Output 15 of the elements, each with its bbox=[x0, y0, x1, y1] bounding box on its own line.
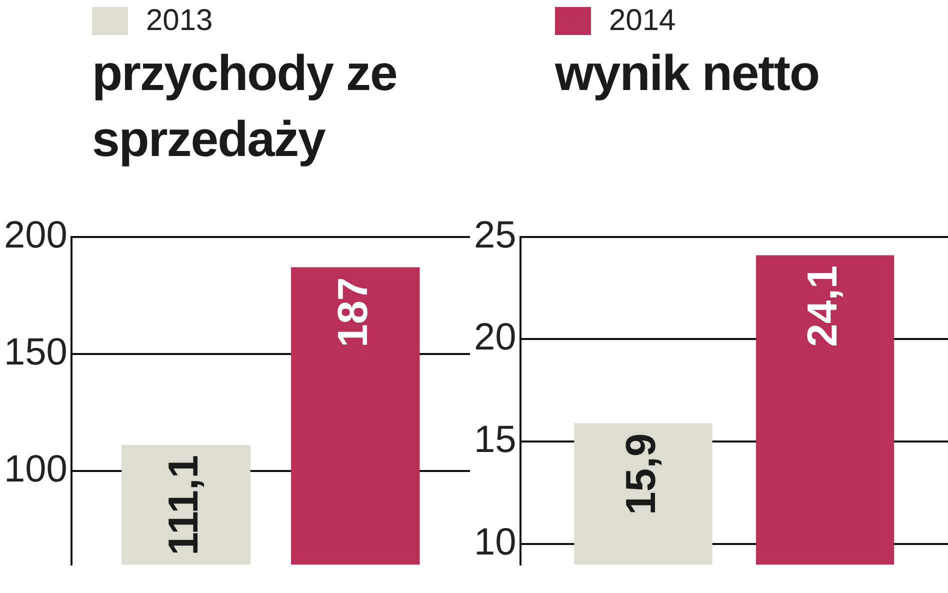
y-tick-label: 150 bbox=[4, 331, 68, 374]
y-tick-label: 10 bbox=[474, 522, 516, 564]
chart-title: przychody ze sprzedaży bbox=[91, 44, 398, 169]
data-label: 187 bbox=[328, 277, 376, 348]
y-tick-label: 25 bbox=[474, 214, 516, 256]
data-label: 15,9 bbox=[616, 433, 664, 515]
y-tick-label: 200 bbox=[4, 214, 68, 256]
legend-label: 2014 bbox=[609, 4, 676, 38]
y-tick-label: 20 bbox=[474, 316, 516, 359]
y-tick-label: 15 bbox=[474, 419, 516, 462]
data-label: 111,1 bbox=[160, 454, 207, 556]
legend-label: 2013 bbox=[146, 4, 213, 38]
chart-title: wynik netto bbox=[554, 44, 820, 103]
data-label: 24,1 bbox=[798, 265, 846, 347]
y-tick-label: 100 bbox=[4, 448, 68, 490]
